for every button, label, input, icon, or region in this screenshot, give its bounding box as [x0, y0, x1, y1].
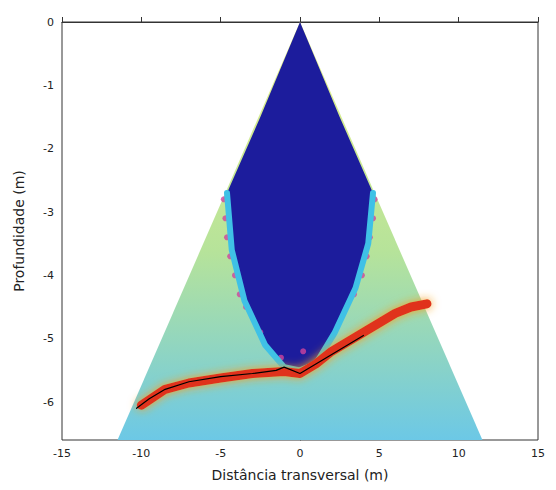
svg-text:-10: -10 — [132, 447, 150, 460]
svg-text:-1: -1 — [43, 79, 54, 92]
svg-text:5: 5 — [376, 447, 383, 460]
svg-text:0: 0 — [297, 447, 304, 460]
svg-text:0: 0 — [47, 16, 54, 29]
svg-text:-2: -2 — [43, 142, 54, 155]
svg-text:-5: -5 — [43, 332, 54, 345]
svg-text:-3: -3 — [43, 206, 54, 219]
svg-text:15: 15 — [531, 447, 545, 460]
svg-text:Distância transversal (m): Distância transversal (m) — [212, 467, 389, 483]
svg-text:-6: -6 — [43, 396, 54, 409]
svg-text:Profundidade (m): Profundidade (m) — [11, 170, 27, 292]
svg-text:10: 10 — [452, 447, 466, 460]
svg-text:-15: -15 — [53, 447, 71, 460]
svg-text:-4: -4 — [43, 269, 54, 282]
svg-text:-5: -5 — [215, 447, 226, 460]
